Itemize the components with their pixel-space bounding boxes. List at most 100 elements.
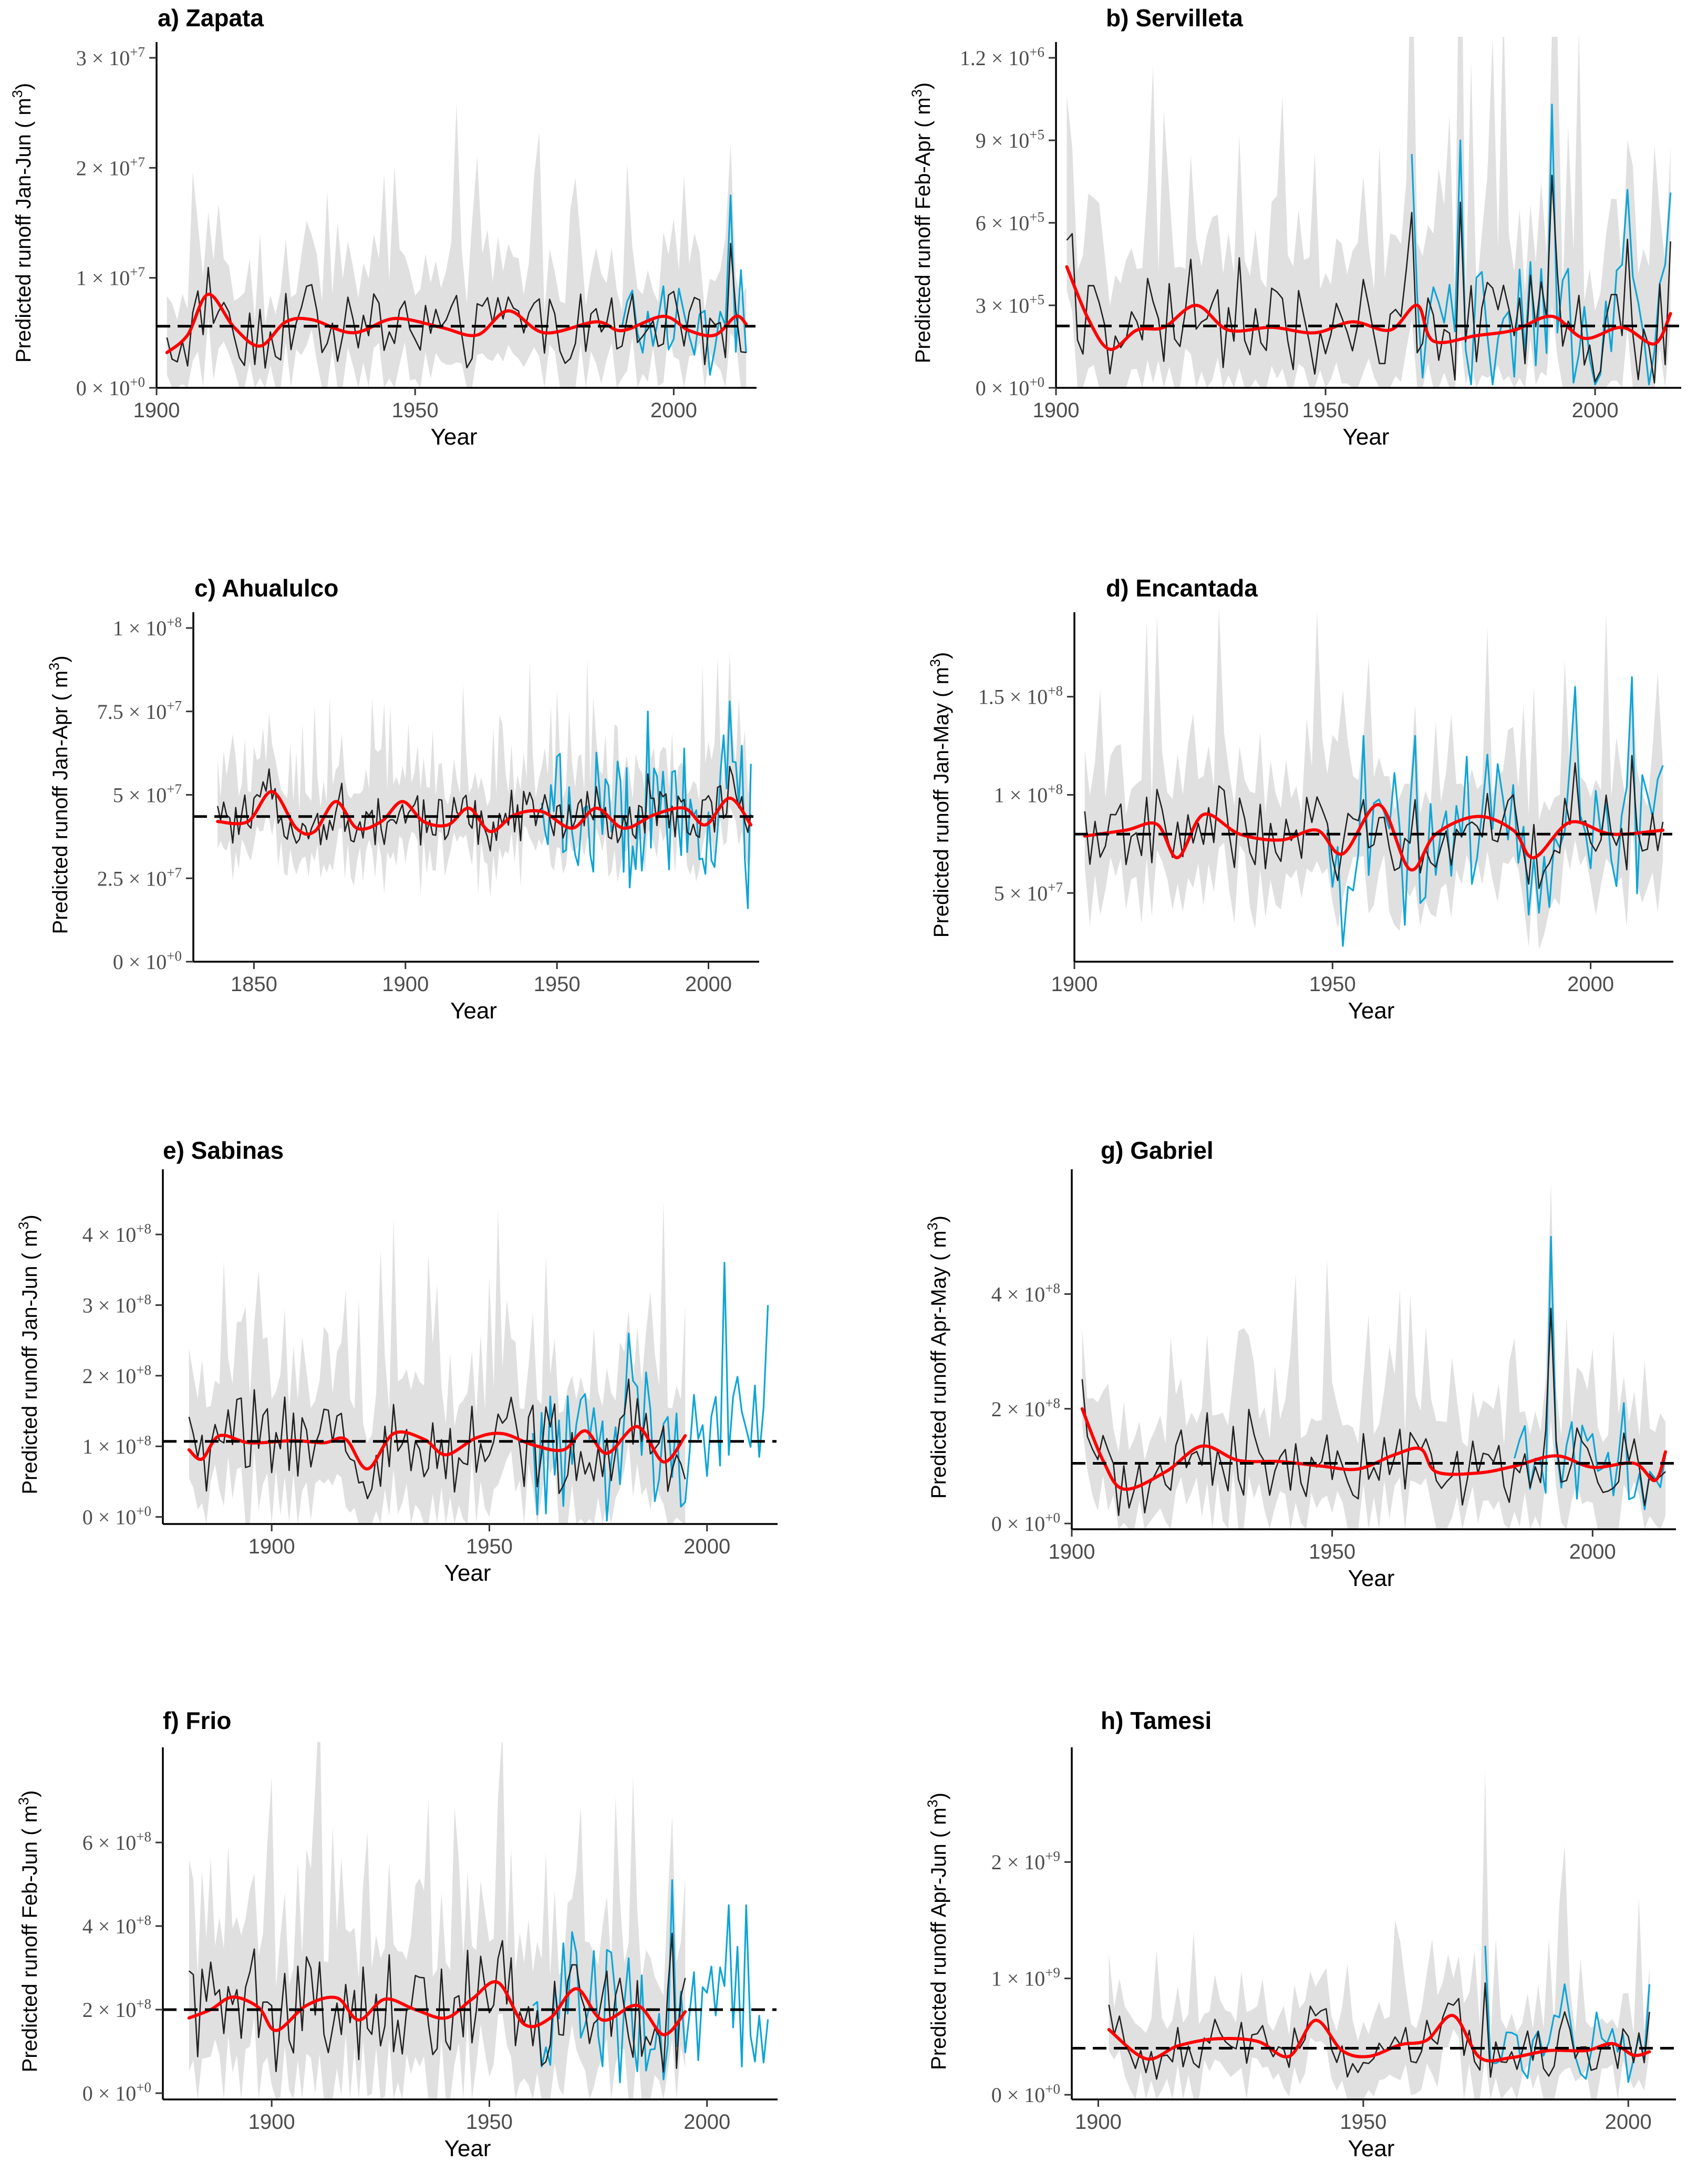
y-tick-label-a: 0 × 10+0 bbox=[76, 374, 145, 400]
observed-series-f bbox=[532, 1879, 769, 2084]
x-tick-label-b-1950: 1950 bbox=[1302, 399, 1349, 422]
x-tick-label-g-2000: 2000 bbox=[1569, 1540, 1616, 1563]
x-tick-label-f-1950: 1950 bbox=[466, 2110, 513, 2134]
y-tick-label-b: 9 × 10+5 bbox=[976, 127, 1044, 152]
x-axis-title-a: Year bbox=[431, 424, 478, 450]
y-tick-label-g: 2 × 10+8 bbox=[991, 1395, 1060, 1421]
y-tick-label-e: 1 × 10+8 bbox=[82, 1433, 151, 1458]
y-tick-label-e: 3 × 10+8 bbox=[82, 1291, 151, 1317]
observed-series-g bbox=[1514, 1235, 1666, 1510]
plot-area-a bbox=[165, 102, 748, 388]
x-tick-label-a-1900: 1900 bbox=[133, 399, 180, 422]
y-tick-label-f: 6 × 10+8 bbox=[82, 1829, 151, 1855]
x-tick-label-h-1950: 1950 bbox=[1340, 2110, 1386, 2134]
y-tick-label-e: 0 × 10+0 bbox=[82, 1504, 151, 1529]
y-tick-label-e: 2 × 10+8 bbox=[82, 1362, 151, 1388]
panel-d: 1900 1950 2000 5 × 10+7 1 × 10+8 1.5 × 10+8 Ye… bbox=[927, 574, 1673, 1024]
y-tick-label-g: 4 × 10+8 bbox=[991, 1280, 1060, 1306]
x-tick-label-h-1900: 1900 bbox=[1075, 2110, 1122, 2134]
y-tick-label-f: 2 × 10+8 bbox=[82, 1996, 151, 2022]
x-axis-title-g: Year bbox=[1348, 1566, 1395, 1591]
plot-area-g bbox=[1080, 1183, 1668, 1529]
y-tick-label-f: 0 × 10+0 bbox=[82, 2079, 151, 2105]
y-tick-label-c: 0 × 10+0 bbox=[113, 948, 182, 974]
reconstruction-series-d bbox=[1084, 755, 1664, 889]
reconstruction-series-f bbox=[188, 1932, 686, 2073]
x-tick-label-f-2000: 2000 bbox=[684, 2110, 730, 2134]
panel-g: 1900 1950 2000 0 × 10+0 2 × 10+8 4 × 10+8 Year… bbox=[925, 1137, 1676, 1591]
plot-area-c bbox=[216, 652, 753, 910]
y-axis-title-h: Predicted runoff Apr-Jun ( m3) bbox=[925, 1793, 950, 2070]
x-tick-label-e-1950: 1950 bbox=[466, 1535, 513, 1558]
x-axis-title-c: Year bbox=[450, 998, 497, 1024]
y-axis-title-e: Predicted runoff Jan-Jun ( m3) bbox=[16, 1214, 42, 1494]
panel-title-g: g) Gabriel bbox=[1101, 1137, 1214, 1164]
x-tick-label-h-2000: 2000 bbox=[1605, 2110, 1652, 2134]
x-tick-label-d-1900: 1900 bbox=[1051, 973, 1098, 996]
y-axis-title-b: Predicted runoff Feb-Apr ( m3) bbox=[909, 83, 935, 364]
y-tick-label-g: 0 × 10+0 bbox=[991, 1510, 1060, 1536]
uncertainty-band-c bbox=[218, 652, 751, 898]
reconstruction-series-e bbox=[188, 1378, 686, 1499]
smoothed-trend-h bbox=[1107, 2014, 1651, 2063]
x-tick-label-b-1900: 1900 bbox=[1033, 399, 1080, 422]
y-tick-label-d: 5 × 10+7 bbox=[994, 879, 1063, 905]
y-tick-label-a: 3 × 10+7 bbox=[76, 44, 145, 70]
panel-a: 1900 1950 2000 0 × 10+0 1 × 10+7 2 × 10+7 3 × … bbox=[9, 4, 757, 450]
smoothed-trend-c bbox=[216, 790, 753, 836]
panel-e: 1900 1950 2000 0 × 10+0 1 × 10+8 2 × 10+8 3 × … bbox=[16, 1137, 778, 1586]
y-axis-title-g: Predicted runoff Apr-May ( m3) bbox=[925, 1216, 950, 1499]
y-tick-label-d: 1.5 × 10+8 bbox=[978, 683, 1063, 709]
x-tick-label-a-1950: 1950 bbox=[392, 399, 439, 422]
panel-h: 1900 1950 2000 0 × 10+0 1 × 10+9 2 × 10+9 Year… bbox=[925, 1707, 1676, 2161]
panel-title-e: e) Sabinas bbox=[163, 1137, 284, 1164]
x-tick-label-d-1950: 1950 bbox=[1309, 973, 1356, 996]
smoothed-trend-f bbox=[187, 1980, 687, 2036]
x-tick-label-g-1900: 1900 bbox=[1049, 1540, 1095, 1563]
smoothed-trend-g bbox=[1080, 1407, 1668, 1491]
x-tick-label-e-2000: 2000 bbox=[684, 1535, 730, 1558]
smoothed-trend-b bbox=[1065, 265, 1672, 351]
y-axis-title-f: Predicted runoff Feb-Jun ( m3) bbox=[16, 1790, 42, 2073]
y-tick-label-a: 2 × 10+7 bbox=[76, 154, 145, 180]
x-tick-label-a-2000: 2000 bbox=[650, 399, 697, 422]
x-axis-title-d: Year bbox=[1348, 998, 1395, 1024]
observed-series-c bbox=[541, 701, 752, 910]
y-tick-label-b: 3 × 10+5 bbox=[976, 292, 1044, 317]
smoothed-trend-d bbox=[1083, 803, 1665, 872]
y-tick-label-b: 0 × 10+0 bbox=[976, 374, 1044, 400]
panel-title-c: c) Ahualulco bbox=[194, 574, 338, 602]
smoothed-trend-a bbox=[165, 293, 748, 354]
x-tick-label-c-1950: 1950 bbox=[534, 973, 581, 996]
plot-area-d bbox=[1083, 607, 1665, 950]
panel-title-h: h) Tamesi bbox=[1101, 1707, 1212, 1734]
y-tick-label-h: 0 × 10+0 bbox=[991, 2081, 1060, 2107]
x-tick-label-d-2000: 2000 bbox=[1567, 973, 1614, 996]
y-tick-label-c: 5 × 10+7 bbox=[113, 781, 182, 807]
x-axis-title-b: Year bbox=[1343, 424, 1390, 450]
y-tick-label-b: 6 × 10+5 bbox=[976, 209, 1044, 235]
plot-area-h bbox=[1107, 1770, 1651, 2099]
uncertainty-band-d bbox=[1084, 607, 1663, 950]
x-axis-title-f: Year bbox=[444, 2136, 491, 2161]
x-tick-label-e-1900: 1900 bbox=[249, 1535, 295, 1558]
y-tick-label-a: 1 × 10+7 bbox=[76, 264, 145, 290]
observed-series-b bbox=[1411, 104, 1672, 386]
uncertainty-band-g bbox=[1082, 1183, 1666, 1529]
plot-area-e bbox=[187, 1201, 769, 1524]
x-axis-title-h: Year bbox=[1348, 2136, 1395, 2161]
y-tick-label-e: 4 × 10+8 bbox=[82, 1221, 151, 1247]
y-tick-label-h: 2 × 10+9 bbox=[991, 1848, 1060, 1874]
x-tick-label-g-1950: 1950 bbox=[1309, 1540, 1355, 1563]
panel-title-b: b) Servilleta bbox=[1106, 4, 1243, 32]
reconstruction-series-h bbox=[1108, 1982, 1650, 2080]
y-tick-label-c: 7.5 × 10+7 bbox=[97, 698, 182, 724]
y-tick-label-d: 1 × 10+8 bbox=[994, 781, 1063, 807]
smoothed-trend-e bbox=[187, 1425, 687, 1471]
panel-c: 1850 1900 1950 2000 0 × 10+0 2.5 × 10+7 5 × 10… bbox=[46, 574, 759, 1024]
reconstruction-series-g bbox=[1081, 1307, 1666, 1516]
x-tick-label-b-2000: 2000 bbox=[1572, 399, 1619, 422]
x-tick-label-c-1850: 1850 bbox=[231, 973, 277, 996]
panel-title-f: f) Frio bbox=[163, 1707, 231, 1734]
